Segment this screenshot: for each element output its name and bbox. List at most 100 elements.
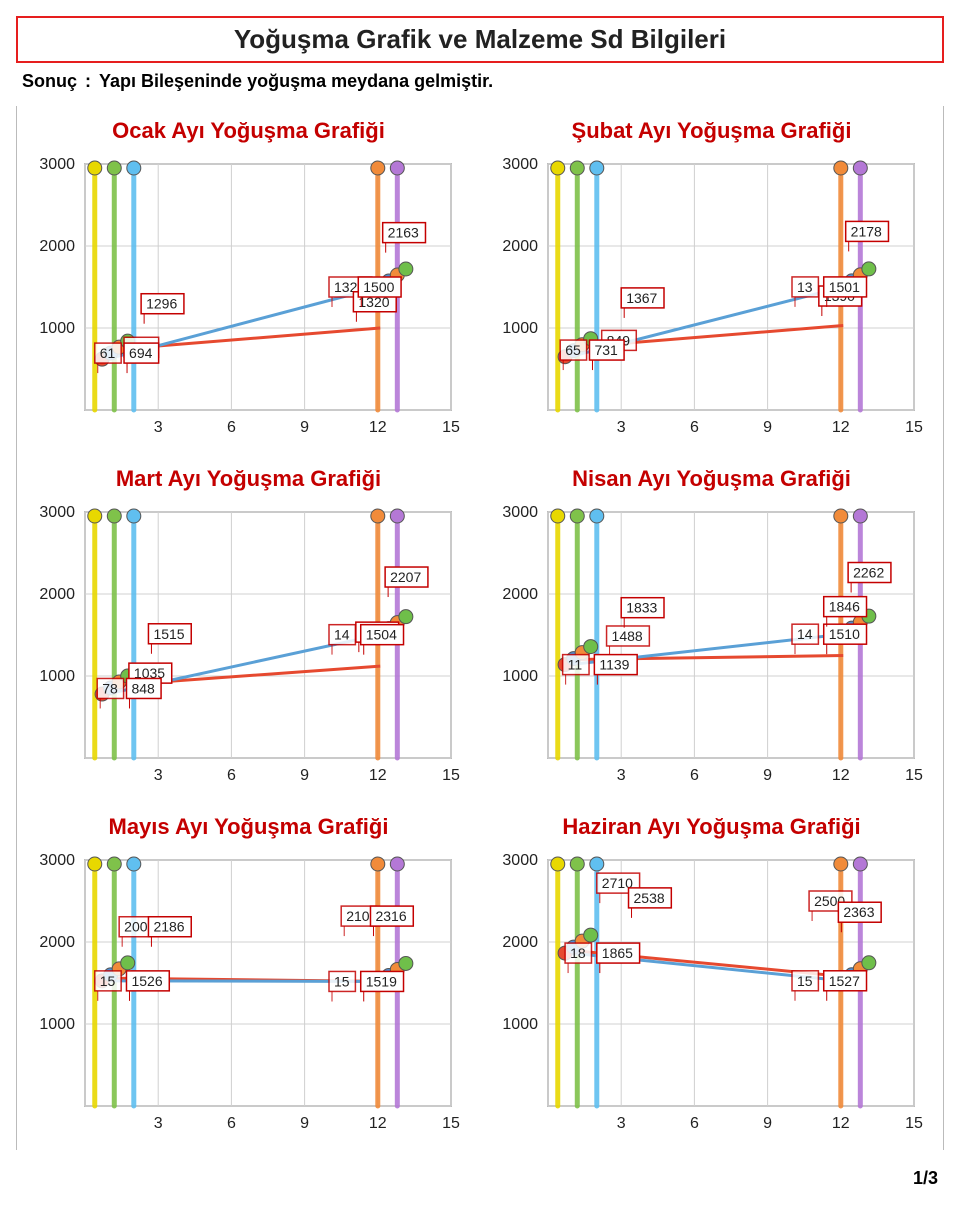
svg-text:15: 15	[905, 767, 923, 784]
svg-text:18: 18	[570, 945, 586, 961]
svg-text:2000: 2000	[39, 586, 75, 603]
svg-text:6: 6	[690, 767, 699, 784]
svg-text:2000: 2000	[39, 934, 75, 951]
svg-text:1000: 1000	[502, 320, 538, 337]
svg-text:2363: 2363	[843, 904, 874, 920]
svg-text:1139: 1139	[599, 657, 629, 673]
svg-text:1000: 1000	[39, 1016, 75, 1033]
chart-1: 8496513136773113901501217810002000300036…	[492, 154, 931, 444]
svg-text:2178: 2178	[851, 223, 882, 239]
svg-text:3000: 3000	[39, 852, 75, 869]
svg-text:3000: 3000	[502, 156, 538, 173]
svg-text:3000: 3000	[502, 504, 538, 521]
chart-title-0: Ocak Ayı Yoğuşma Grafiği	[17, 118, 480, 144]
svg-text:2000: 2000	[502, 238, 538, 255]
svg-text:1501: 1501	[829, 279, 860, 295]
svg-text:12: 12	[832, 767, 850, 784]
svg-text:2000: 2000	[502, 934, 538, 951]
svg-text:65: 65	[565, 342, 581, 358]
svg-text:1296: 1296	[146, 296, 177, 312]
svg-text:1515: 1515	[153, 626, 184, 642]
svg-text:15: 15	[797, 973, 813, 989]
svg-text:14: 14	[797, 626, 813, 642]
svg-text:1367: 1367	[626, 290, 657, 306]
chart-4: 2001521015218615262316151910002000300036…	[29, 850, 468, 1140]
svg-text:2538: 2538	[634, 890, 665, 906]
svg-text:6: 6	[690, 419, 699, 436]
svg-text:15: 15	[905, 419, 923, 436]
svg-text:1865: 1865	[602, 945, 633, 961]
svg-text:2262: 2262	[853, 565, 884, 581]
svg-text:15: 15	[334, 973, 350, 989]
chart-0: 7656113201296694132015002163100020003000…	[29, 154, 468, 444]
chart-title-4: Mayıs Ayı Yoğuşma Grafiği	[17, 814, 480, 840]
svg-text:1000: 1000	[39, 668, 75, 685]
svg-text:3: 3	[154, 767, 163, 784]
svg-text:2316: 2316	[375, 908, 406, 924]
svg-text:1519: 1519	[366, 973, 397, 989]
svg-text:2000: 2000	[502, 586, 538, 603]
svg-text:3000: 3000	[502, 852, 538, 869]
chart-row: Mart Ayı Yoğuşma Grafiği 781415151035848…	[17, 454, 943, 802]
svg-text:2207: 2207	[390, 569, 421, 585]
page-footer: 1/3	[16, 1168, 938, 1189]
svg-text:1000: 1000	[502, 668, 538, 685]
chart-cell-5: Haziran Ayı Yoğuşma Grafiği 271018250015…	[480, 802, 943, 1150]
page-title: Yoğuşma Grafik ve Malzeme Sd Bilgileri	[18, 24, 942, 55]
page-title-frame: Yoğuşma Grafik ve Malzeme Sd Bilgileri	[16, 16, 944, 63]
svg-text:9: 9	[300, 419, 309, 436]
svg-text:9: 9	[300, 767, 309, 784]
svg-text:15: 15	[442, 419, 460, 436]
svg-text:61: 61	[100, 345, 116, 361]
svg-text:6: 6	[227, 767, 236, 784]
result-label: Sonuç	[22, 71, 77, 92]
svg-text:9: 9	[763, 1115, 772, 1132]
charts-container: Ocak Ayı Yoğuşma Grafiği 765611320129669…	[16, 106, 944, 1150]
svg-text:1504: 1504	[366, 627, 397, 643]
svg-text:1527: 1527	[829, 973, 860, 989]
svg-text:9: 9	[763, 419, 772, 436]
svg-text:14: 14	[334, 627, 350, 643]
svg-text:6: 6	[227, 419, 236, 436]
svg-text:1846: 1846	[829, 599, 860, 615]
chart-cell-0: Ocak Ayı Yoğuşma Grafiği 765611320129669…	[17, 106, 480, 454]
svg-text:6: 6	[690, 1115, 699, 1132]
svg-text:9: 9	[763, 767, 772, 784]
svg-text:1500: 1500	[363, 279, 394, 295]
svg-text:13: 13	[797, 279, 813, 295]
svg-text:15: 15	[442, 1115, 460, 1132]
chart-title-3: Nisan Ayı Yoğuşma Grafiği	[480, 466, 943, 492]
svg-text:15: 15	[905, 1115, 923, 1132]
svg-text:731: 731	[594, 342, 618, 358]
svg-text:12: 12	[369, 1115, 387, 1132]
svg-text:1526: 1526	[131, 973, 162, 989]
svg-text:12: 12	[832, 419, 850, 436]
svg-text:210: 210	[346, 908, 370, 924]
svg-text:3: 3	[617, 767, 626, 784]
svg-text:1000: 1000	[502, 1016, 538, 1033]
result-colon: :	[85, 71, 91, 92]
svg-text:200: 200	[124, 919, 148, 935]
svg-text:1488: 1488	[612, 628, 643, 644]
svg-text:78: 78	[102, 680, 118, 696]
chart-cell-2: Mart Ayı Yoğuşma Grafiği 781415151035848…	[17, 454, 480, 802]
svg-text:1510: 1510	[829, 626, 860, 642]
svg-text:3000: 3000	[39, 504, 75, 521]
chart-title-5: Haziran Ayı Yoğuşma Grafiği	[480, 814, 943, 840]
chart-cell-1: Şubat Ayı Yoğuşma Grafiği 84965131367731…	[480, 106, 943, 454]
svg-text:3: 3	[617, 419, 626, 436]
svg-text:12: 12	[832, 1115, 850, 1132]
svg-text:3: 3	[154, 1115, 163, 1132]
svg-text:15: 15	[100, 973, 116, 989]
result-row: Sonuç : Yapı Bileşeninde yoğuşma meydana…	[22, 71, 944, 92]
chart-cell-4: Mayıs Ayı Yoğuşma Grafiği 20015210152186…	[17, 802, 480, 1150]
svg-text:6: 6	[227, 1115, 236, 1132]
chart-row: Mayıs Ayı Yoğuşma Grafiği 20015210152186…	[17, 802, 943, 1150]
chart-row: Ocak Ayı Yoğuşma Grafiği 765611320129669…	[17, 106, 943, 454]
chart-cell-3: Nisan Ayı Yoğuşma Grafiği 14881114183311…	[480, 454, 943, 802]
chart-5: 2710182500152538186523631527100020003000…	[492, 850, 931, 1140]
svg-text:2000: 2000	[39, 238, 75, 255]
svg-text:15: 15	[442, 767, 460, 784]
chart-2: 7814151510358481535150422071000200030003…	[29, 502, 468, 792]
svg-text:11: 11	[568, 657, 583, 673]
